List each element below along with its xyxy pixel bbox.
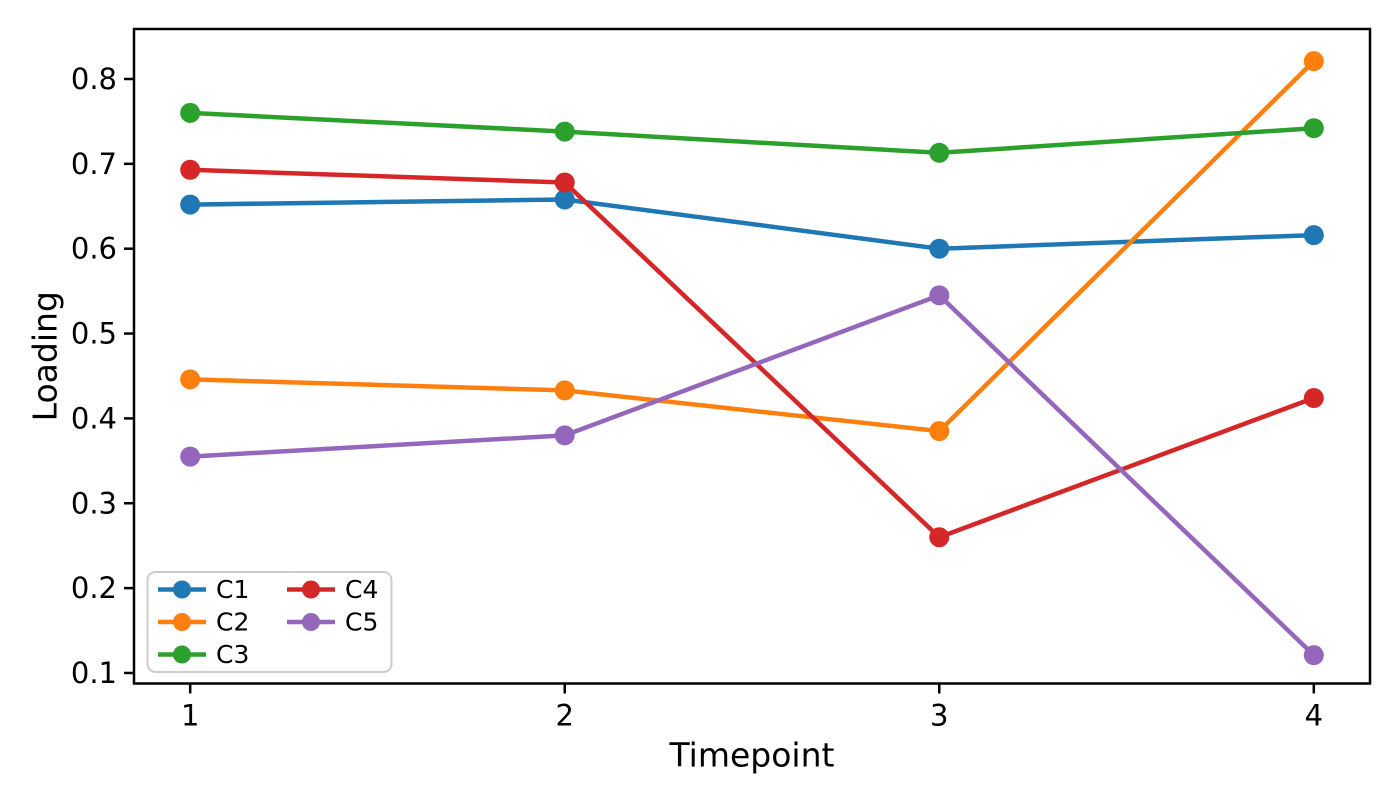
legend-label-C3: C3 xyxy=(216,640,249,669)
x-axis-label: Timepoint xyxy=(669,736,835,775)
series-line-C1 xyxy=(187,197,1317,251)
legend-box xyxy=(146,571,393,673)
legend-sample-marker-C5 xyxy=(302,613,320,631)
data-point-C1-t2 xyxy=(554,189,575,210)
data-point-C4-t2 xyxy=(554,172,575,193)
data-point-C4-t4 xyxy=(1303,388,1324,409)
y-tick-label: 0.7 xyxy=(71,147,117,181)
legend-label-C5: C5 xyxy=(345,608,378,637)
data-point-C2-t3 xyxy=(929,421,950,442)
legend-label-C1: C1 xyxy=(216,575,249,604)
data-point-C5-t3 xyxy=(929,285,950,306)
axes-spines xyxy=(132,27,1372,685)
y-axis-label: Loading xyxy=(26,291,65,421)
legend-label-C4: C4 xyxy=(345,575,378,604)
x-tick-label: 1 xyxy=(181,699,199,733)
y-tick-label: 0.1 xyxy=(71,656,117,690)
series-line-C5 xyxy=(187,293,1317,658)
x-tick-label: 2 xyxy=(556,699,574,733)
data-point-C5-t1 xyxy=(180,446,201,467)
y-tick-label: 0.8 xyxy=(71,62,117,96)
y-tick-label: 0.6 xyxy=(71,232,117,266)
legend-label-C2: C2 xyxy=(216,608,249,637)
data-point-C2-t4 xyxy=(1303,51,1324,72)
data-point-C5-t2 xyxy=(554,425,575,446)
data-point-C4-t1 xyxy=(180,159,201,180)
series-line-C3 xyxy=(187,110,1317,156)
legend-sample-marker-C3 xyxy=(173,645,191,664)
data-point-C1-t1 xyxy=(180,194,201,215)
legend-sample-marker-C4 xyxy=(302,580,320,599)
series-line-C4 xyxy=(187,167,1317,540)
y-tick-label: 0.2 xyxy=(71,571,117,605)
data-point-C1-t3 xyxy=(929,238,950,259)
data-point-C5-t4 xyxy=(1303,645,1324,666)
y-tick-label: 0.5 xyxy=(71,317,117,351)
x-tick-label: 3 xyxy=(930,699,948,733)
data-point-C2-t1 xyxy=(180,369,201,390)
legend-sample-marker-C2 xyxy=(173,613,191,631)
data-point-C1-t4 xyxy=(1303,225,1324,246)
legend-sample-marker-C1 xyxy=(173,580,191,599)
data-point-C4-t3 xyxy=(929,527,950,548)
y-tick-label: 0.4 xyxy=(71,401,117,435)
data-point-C2-t2 xyxy=(554,380,575,401)
data-point-C3-t2 xyxy=(554,121,575,142)
series-line-C2 xyxy=(187,58,1317,434)
data-point-C3-t4 xyxy=(1303,118,1324,139)
y-tick-label: 0.3 xyxy=(71,486,117,520)
data-point-C3-t3 xyxy=(929,142,950,163)
x-tick-label: 4 xyxy=(1305,699,1323,733)
data-point-C3-t1 xyxy=(180,102,201,123)
